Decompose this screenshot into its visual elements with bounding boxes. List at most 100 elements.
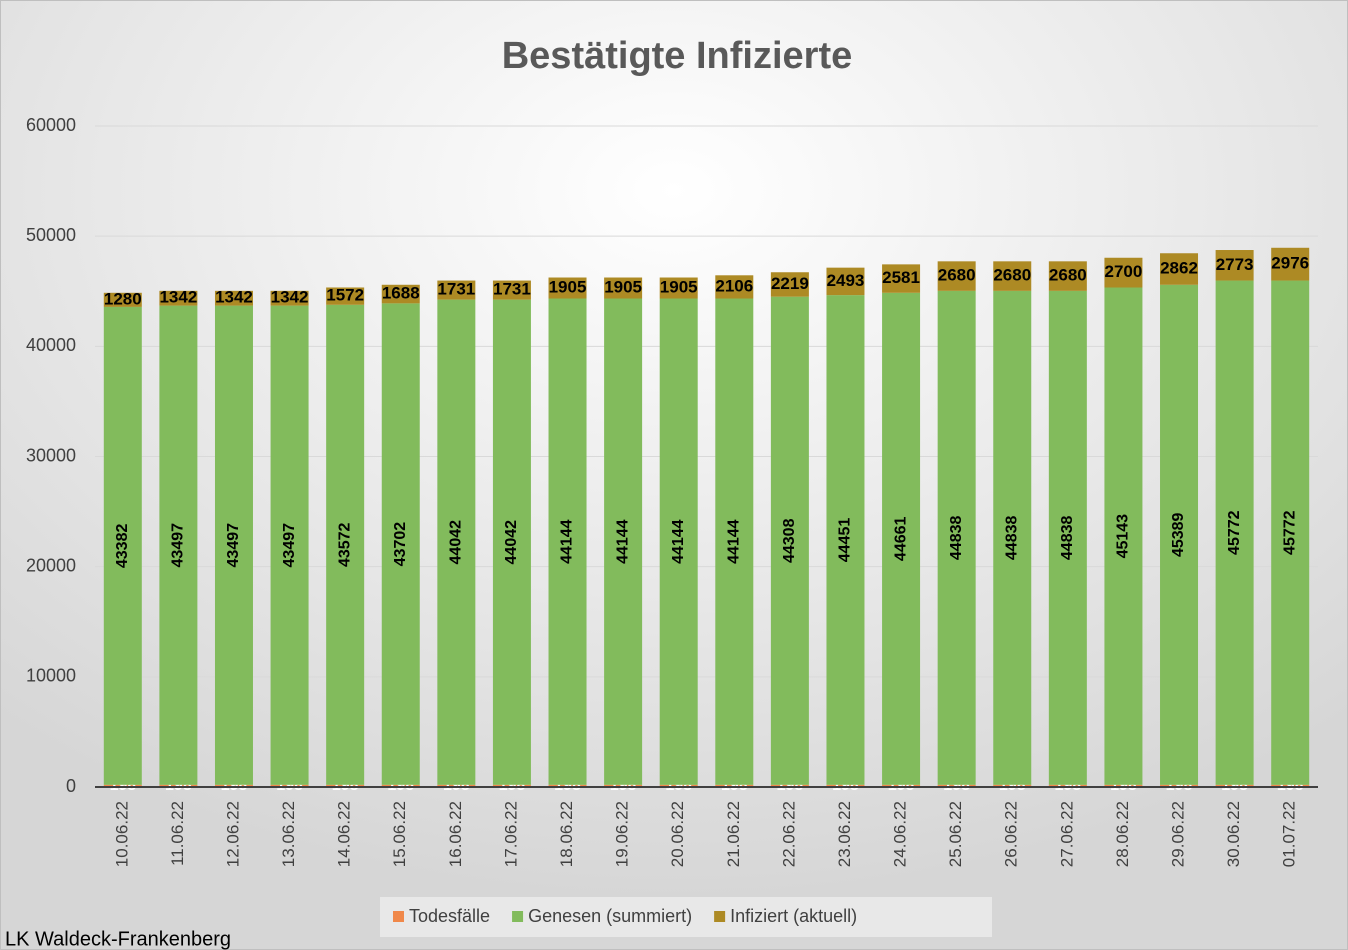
- bar-segment: [1104, 257, 1143, 288]
- x-tick-label: 01.07.22: [1280, 801, 1299, 867]
- bar-segment: [1271, 280, 1310, 785]
- legend-label: Todesfälle: [409, 906, 490, 926]
- bar-segment: [715, 275, 754, 299]
- bar-segment: [770, 296, 809, 785]
- bar-segment: [993, 784, 1032, 787]
- bar-segment: [937, 290, 976, 785]
- bar-segment: [437, 299, 476, 785]
- data-label: 1905: [660, 277, 698, 296]
- data-label: 1905: [604, 277, 642, 296]
- bar-segment: [1048, 784, 1087, 787]
- bar-segment: [826, 295, 865, 785]
- x-tick-label: 17.06.22: [501, 801, 520, 867]
- bar-segment: [103, 784, 142, 787]
- bar-segment: [381, 303, 420, 785]
- data-label: 2700: [1105, 262, 1143, 281]
- x-tick-label: 27.06.22: [1057, 801, 1076, 867]
- x-tick-label: 15.06.22: [390, 801, 409, 867]
- bar-segment: [993, 290, 1032, 785]
- y-tick-label: 10000: [26, 666, 76, 686]
- bar-segment: [882, 784, 921, 787]
- legend-label: Genesen (summiert): [528, 906, 692, 926]
- bar-segment: [826, 784, 865, 787]
- data-label: 45389: [1170, 512, 1187, 557]
- data-label: 44308: [781, 518, 798, 563]
- bar-segment: [103, 292, 142, 307]
- data-label: 1342: [159, 288, 197, 307]
- data-label: 2976: [1271, 254, 1309, 273]
- y-tick-label: 50000: [26, 225, 76, 245]
- bar-segment: [381, 784, 420, 787]
- x-tick-label: 12.06.22: [223, 801, 242, 867]
- bar-segment: [214, 290, 253, 306]
- y-tick-label: 0: [66, 776, 76, 796]
- y-tick-label: 20000: [26, 555, 76, 575]
- data-label: 43497: [281, 523, 298, 568]
- x-tick-label: 16.06.22: [446, 801, 465, 867]
- data-label: 45772: [1281, 510, 1298, 555]
- bar-segment: [548, 277, 587, 299]
- bar-segment: [270, 305, 309, 785]
- bar-segment: [548, 298, 587, 785]
- data-label: 43497: [225, 523, 242, 568]
- data-label: 44661: [892, 516, 909, 561]
- bar-segment: [659, 277, 698, 299]
- x-tick-label: 26.06.22: [1002, 801, 1021, 867]
- bar-segment: [826, 267, 865, 296]
- data-label: 2680: [993, 266, 1031, 285]
- x-tick-label: 28.06.22: [1113, 801, 1132, 867]
- data-label: 44144: [726, 519, 743, 564]
- bar-segment: [1048, 261, 1087, 291]
- footer-annotation: LK Waldeck-Frankenberg: [5, 928, 231, 950]
- legend-label: Infiziert (aktuell): [730, 906, 857, 926]
- data-label: 2680: [1049, 266, 1087, 285]
- bar-segment: [103, 306, 142, 785]
- x-tick-label: 14.06.22: [335, 801, 354, 867]
- data-label: 1342: [271, 288, 309, 307]
- data-label: 2493: [827, 271, 865, 290]
- bar-segment: [937, 261, 976, 291]
- x-tick-label: 11.06.22: [168, 801, 187, 866]
- data-label: 44451: [837, 518, 854, 563]
- data-label: 2581: [882, 268, 920, 287]
- bar-segment: [604, 298, 643, 785]
- data-label: 1905: [549, 277, 587, 296]
- bar-segment: [1215, 280, 1254, 785]
- bar-segment: [1215, 784, 1254, 787]
- x-tick-label: 22.06.22: [779, 801, 798, 867]
- bar-segment: [1160, 253, 1199, 285]
- bar-segment: [715, 298, 754, 785]
- legend-box: [380, 897, 992, 937]
- bar-segment: [1160, 784, 1199, 787]
- data-label: 2680: [938, 266, 976, 285]
- y-tick-label: 40000: [26, 335, 76, 355]
- bar-segment: [326, 784, 365, 787]
- bar-segment: [437, 280, 476, 300]
- bar-segment: [270, 784, 309, 787]
- y-tick-label: 30000: [26, 445, 76, 465]
- x-tick-label: 13.06.22: [279, 801, 298, 867]
- bar-segment: [1160, 284, 1199, 785]
- bar-segment: [770, 272, 809, 297]
- data-label: 43572: [336, 522, 353, 567]
- data-label: 1731: [493, 280, 531, 299]
- bar-segment: [548, 784, 587, 787]
- bar-segment: [437, 784, 476, 787]
- data-label: 1280: [104, 289, 142, 308]
- data-label: 44838: [1003, 515, 1020, 560]
- x-tick-label: 30.06.22: [1224, 801, 1243, 867]
- bar-segment: [492, 299, 531, 785]
- x-tick-label: 25.06.22: [946, 801, 965, 867]
- bar-segment: [604, 784, 643, 787]
- data-label: 43497: [170, 523, 187, 568]
- data-label: 1342: [215, 288, 253, 307]
- legend-swatch: [512, 911, 524, 922]
- bar-segment: [1048, 290, 1087, 785]
- data-label: 43702: [392, 522, 409, 567]
- bar-segment: [604, 277, 643, 299]
- legend-swatch: [393, 911, 404, 922]
- bar-segment: [1271, 247, 1310, 281]
- x-tick-label: 18.06.22: [557, 801, 576, 867]
- data-label: 44144: [614, 519, 631, 564]
